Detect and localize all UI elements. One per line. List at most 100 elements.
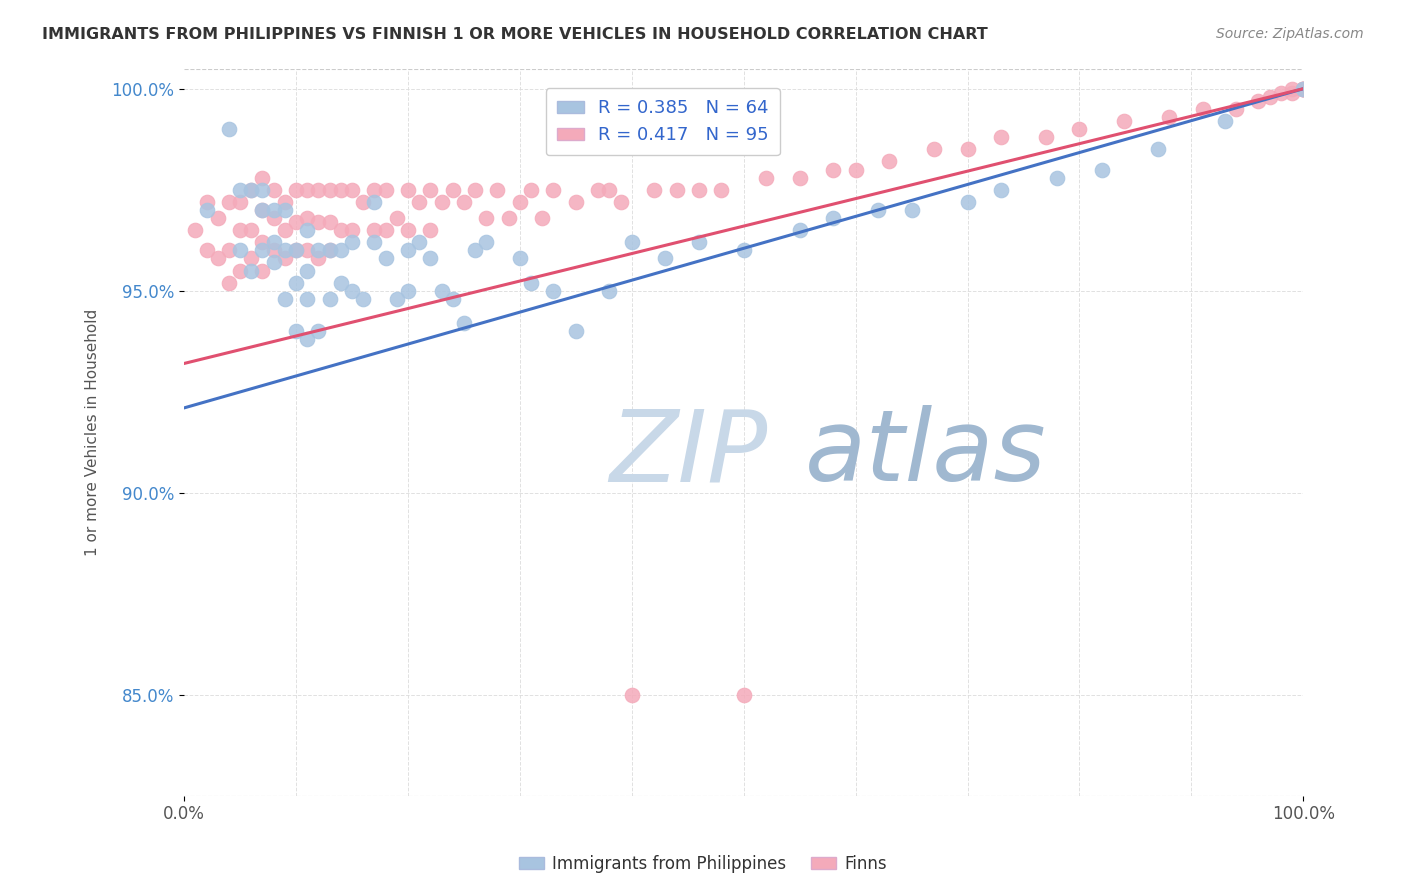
Point	[1292, 81, 1315, 95]
Point	[240, 183, 263, 197]
Point	[486, 183, 509, 197]
Point	[922, 142, 945, 156]
Point	[285, 244, 308, 258]
Point	[340, 183, 363, 197]
Point	[340, 235, 363, 250]
Point	[252, 244, 274, 258]
Point	[1225, 102, 1247, 116]
Point	[207, 211, 229, 225]
Point	[184, 223, 207, 237]
Point	[363, 194, 385, 209]
Point	[464, 183, 486, 197]
Point	[374, 223, 396, 237]
Point	[263, 255, 285, 269]
Point	[207, 252, 229, 266]
Point	[252, 263, 274, 277]
Point	[263, 211, 285, 225]
Point	[1157, 110, 1180, 124]
Point	[620, 235, 643, 250]
Point	[543, 183, 565, 197]
Point	[263, 202, 285, 217]
Point	[1114, 114, 1136, 128]
Point	[363, 183, 385, 197]
Point	[307, 183, 329, 197]
Point	[285, 244, 308, 258]
Point	[823, 162, 845, 177]
Point	[340, 223, 363, 237]
Point	[475, 211, 498, 225]
Point	[1270, 86, 1292, 100]
Point	[733, 688, 755, 702]
Point	[565, 194, 588, 209]
Point	[318, 244, 340, 258]
Point	[229, 183, 252, 197]
Point	[956, 142, 979, 156]
Point	[990, 130, 1012, 145]
Point	[363, 235, 385, 250]
Point	[374, 183, 396, 197]
Point	[274, 244, 297, 258]
Point	[419, 183, 441, 197]
Y-axis label: 1 or more Vehicles in Household: 1 or more Vehicles in Household	[86, 309, 100, 556]
Point	[352, 194, 374, 209]
Text: atlas: atlas	[806, 406, 1047, 502]
Point	[274, 194, 297, 209]
Point	[195, 244, 218, 258]
Point	[419, 223, 441, 237]
Point	[218, 194, 240, 209]
Point	[408, 194, 430, 209]
Point	[307, 244, 329, 258]
Point	[733, 244, 755, 258]
Point	[1292, 81, 1315, 95]
Point	[430, 194, 453, 209]
Point	[1069, 122, 1091, 136]
Point	[352, 292, 374, 306]
Point	[598, 284, 620, 298]
Point	[240, 263, 263, 277]
Text: IMMIGRANTS FROM PHILIPPINES VS FINNISH 1 OR MORE VEHICLES IN HOUSEHOLD CORRELATI: IMMIGRANTS FROM PHILIPPINES VS FINNISH 1…	[42, 27, 988, 42]
Point	[374, 252, 396, 266]
Point	[252, 202, 274, 217]
Point	[688, 235, 710, 250]
Text: ZIP: ZIP	[609, 406, 768, 502]
Point	[1035, 130, 1057, 145]
Point	[297, 183, 319, 197]
Point	[453, 316, 475, 330]
Point	[441, 183, 464, 197]
Point	[509, 252, 531, 266]
Point	[598, 183, 620, 197]
Point	[408, 235, 430, 250]
Point	[688, 183, 710, 197]
Point	[453, 194, 475, 209]
Point	[531, 211, 554, 225]
Point	[252, 183, 274, 197]
Point	[297, 211, 319, 225]
Point	[1191, 102, 1213, 116]
Point	[329, 223, 352, 237]
Legend: Immigrants from Philippines, Finns: Immigrants from Philippines, Finns	[512, 848, 894, 880]
Point	[385, 211, 408, 225]
Point	[789, 170, 811, 185]
Point	[565, 324, 588, 338]
Point	[1292, 81, 1315, 95]
Point	[297, 332, 319, 346]
Point	[318, 183, 340, 197]
Point	[475, 235, 498, 250]
Point	[789, 223, 811, 237]
Point	[464, 244, 486, 258]
Point	[586, 183, 609, 197]
Point	[396, 183, 419, 197]
Point	[263, 235, 285, 250]
Point	[498, 211, 520, 225]
Point	[755, 170, 778, 185]
Point	[274, 292, 297, 306]
Point	[1292, 81, 1315, 95]
Point	[396, 284, 419, 298]
Point	[274, 252, 297, 266]
Point	[665, 183, 688, 197]
Point	[263, 183, 285, 197]
Point	[297, 263, 319, 277]
Point	[195, 202, 218, 217]
Point	[318, 215, 340, 229]
Point	[1046, 170, 1069, 185]
